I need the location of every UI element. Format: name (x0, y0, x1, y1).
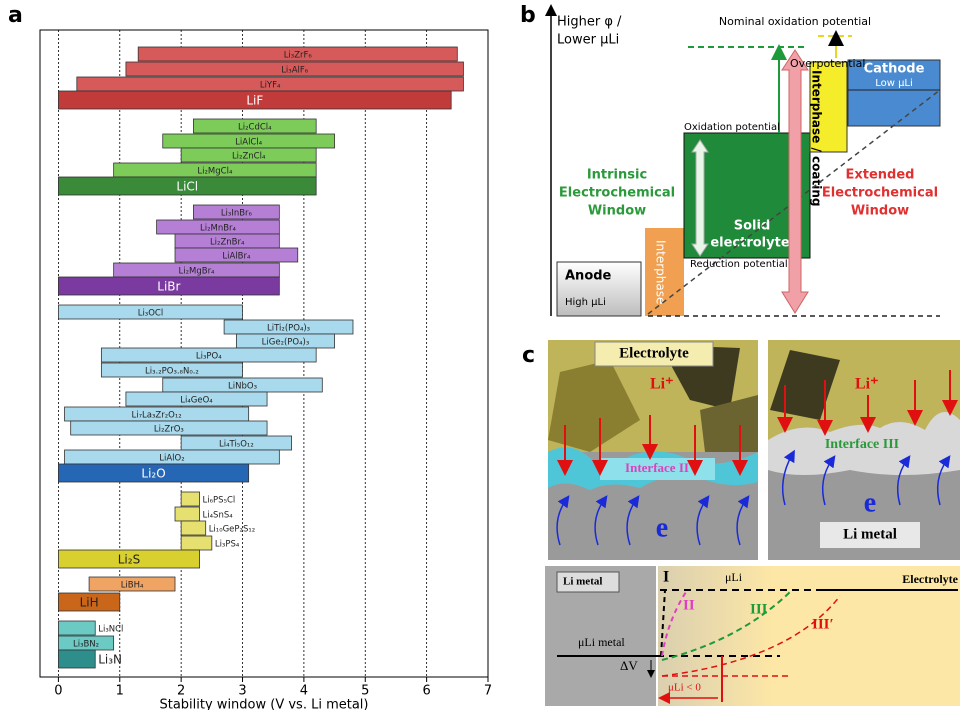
compound-label: Li₄SnS₄ (203, 511, 234, 521)
extended-label: Extended (846, 168, 915, 183)
roman: I (663, 569, 669, 586)
compound-label: LiYF₄ (260, 81, 281, 91)
mu-metal-label: μLi metal (578, 635, 625, 649)
compound-label: Li₂ZnCl₄ (232, 152, 266, 162)
compound-label: LiBr (157, 280, 180, 294)
compound-label: Li₃OCl (138, 309, 164, 319)
reduction-label: Reduction potential (690, 259, 788, 270)
compound-label: LiNbO₃ (228, 382, 257, 392)
intrinsic-label: Window (588, 204, 646, 219)
window-bar (175, 507, 200, 521)
li-metal-label: Li metal (843, 526, 897, 542)
compound-label: Li₂ZnBr₄ (210, 238, 245, 248)
compound-label: LiH (80, 596, 99, 610)
intrinsic-label: Electrochemical (559, 186, 675, 201)
compound-label: LiAlO₂ (159, 454, 184, 464)
compound-label: LiCl (176, 180, 198, 194)
compound-label: Li₃NCl (98, 625, 123, 635)
li-ion-label: Li⁺ (855, 376, 879, 393)
li-ion-label: Li⁺ (650, 376, 674, 393)
x-tick-label: 0 (54, 684, 62, 699)
x-tick-label: 6 (422, 684, 430, 699)
compound-label: Li₂O (141, 467, 165, 481)
compound-label: LiTi₂(PO₄)₃ (267, 324, 310, 334)
compound-label: Li₃ZrF₆ (284, 51, 313, 61)
cathode-mu: Low μLi (875, 78, 913, 89)
window-bar (58, 621, 95, 635)
compound-label: Li₃BN₂ (73, 640, 99, 650)
plot-label: Electrolyte (902, 572, 958, 586)
anode-label: Anode (565, 269, 612, 284)
window-bar (58, 650, 95, 668)
axis-label: Higher φ / (557, 15, 622, 30)
panel-label: a (8, 3, 23, 28)
compound-label: LiGe₂(PO₄)₃ (262, 338, 310, 348)
compound-label: LiAlBr₄ (222, 252, 251, 262)
electron-label: e (864, 487, 876, 518)
compound-label: Li₃InBr₆ (221, 209, 253, 219)
electrolyte-label: Electrolyte (619, 345, 689, 361)
panel-label: c (522, 343, 535, 368)
window-bar (181, 521, 206, 535)
compound-label: LiBH₄ (121, 581, 144, 591)
compound-label: Li₄Ti₅O₁₂ (219, 440, 254, 450)
x-tick-label: 5 (361, 684, 369, 699)
oxidation-label: Oxidation potential (684, 122, 780, 133)
roman: II (683, 597, 695, 613)
compound-label: Li₂CdCl₄ (238, 123, 272, 133)
compound-label: Li₆PS₅Cl (203, 496, 236, 506)
compound-label: Li₃N (98, 653, 122, 667)
dv-label: ΔV (620, 658, 638, 673)
electron-label: e (656, 512, 668, 543)
panel-label: b (520, 3, 536, 28)
compound-label: Li₇La₃Zr₂O₁₂ (132, 411, 182, 421)
compound-label: Li₂MnBr₄ (200, 224, 237, 234)
window-bar (181, 536, 212, 550)
electrolyte-label: electrolyte (710, 236, 789, 251)
figure: a 0 1 2 3 4 5 6 7 Stability window (V vs. Li met… (0, 0, 960, 710)
interface-label: Interface II (625, 460, 689, 475)
compound-label: Li₂MgBr₄ (179, 267, 216, 277)
window-bar (181, 492, 199, 506)
compound-label: Li₃PS₄ (215, 540, 240, 550)
roman: III′ (812, 616, 834, 632)
x-tick-label: 3 (238, 684, 246, 699)
x-tick-label: 2 (177, 684, 185, 699)
nominal-label: Nominal oxidation potential (719, 15, 871, 28)
extended-label: Electrochemical (822, 186, 938, 201)
compound-label: Li₃PO₄ (196, 352, 222, 362)
mu-label: μLi (725, 570, 743, 584)
axis-label: Lower μLi (557, 33, 619, 48)
compound-label: Li₁₀GeP₂S₁₂ (209, 525, 255, 535)
compound-label: LiF (246, 94, 263, 108)
mu-neg-label: μLi < 0 (668, 682, 701, 694)
compound-label: Li₃.₂PO₃.₈N₀.₂ (145, 367, 199, 377)
compound-label: Li₃AlF₆ (281, 66, 309, 76)
intrinsic-label: Intrinsic (587, 168, 647, 183)
roman: III (750, 601, 768, 617)
x-axis-label: Stability window (V vs. Li metal) (159, 698, 368, 711)
compound-label: LiAlCl₄ (235, 138, 263, 148)
over-label: Overpotential (790, 57, 865, 70)
compound-label: Li₂MgCl₄ (197, 167, 233, 177)
anode-mu: High μLi (565, 297, 606, 308)
x-tick-label: 7 (484, 684, 492, 699)
compound-label: Li₂ZrO₃ (154, 425, 184, 435)
stability-chart: 0 1 2 3 4 5 6 7 Stability window (V vs. Li metal… (40, 30, 492, 710)
compound-label: Li₂S (118, 553, 140, 567)
x-tick-label: 4 (300, 684, 308, 699)
electrolyte-label: Solid (734, 219, 771, 234)
extended-label: Window (851, 204, 909, 219)
interface-label: Interface III (825, 437, 899, 452)
cathode-label: Cathode (864, 62, 925, 77)
panel-c: c Electrolyte Li⁺ Interface II e (522, 340, 960, 706)
x-tick-label: 1 (116, 684, 124, 699)
panel-b: b Higher φ / Lower μLi Anode High μLi In… (520, 3, 940, 316)
compound-label: Li₄GeO₄ (180, 396, 213, 406)
plot-label: Li metal (563, 576, 602, 588)
interphase-label: Interphase (654, 240, 668, 304)
